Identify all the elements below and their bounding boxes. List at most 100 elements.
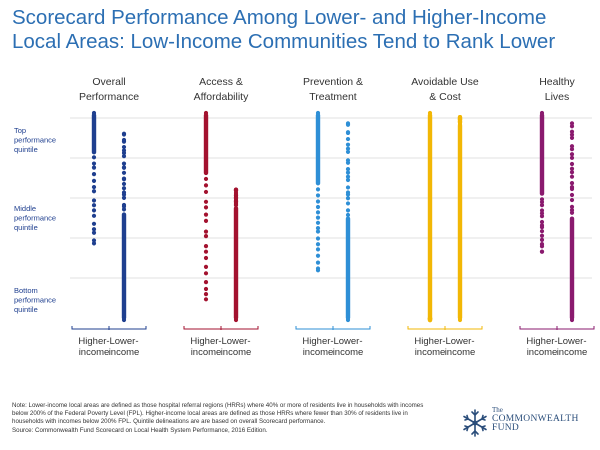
group-header-3-1: & Cost xyxy=(429,91,461,103)
point-lower-2-4 xyxy=(345,142,351,147)
point-higher-4-2 xyxy=(539,203,545,208)
logo-the: The xyxy=(492,406,503,414)
dense-band-higher-2 xyxy=(315,113,321,186)
point-lower-0-7 xyxy=(121,161,127,166)
point-higher-0-12 xyxy=(91,227,97,232)
point-higher-0-7 xyxy=(91,198,97,203)
point-higher-4-9 xyxy=(539,229,545,234)
x-label-higher-3-1: income xyxy=(415,347,446,358)
x-label-lower-0-0: Lower- xyxy=(109,336,138,347)
point-lower-2-9 xyxy=(345,167,351,172)
point-lower-min-0 xyxy=(121,131,127,136)
point-higher-0-3 xyxy=(91,172,97,177)
point-higher-2-3 xyxy=(315,204,321,210)
x-label-lower-4-0: Lower- xyxy=(557,336,586,347)
point-higher-max-0 xyxy=(91,241,97,246)
x-label-lower-1-0: Lower- xyxy=(221,336,250,347)
point-lower-2-10 xyxy=(345,170,351,175)
point-lower-4-9 xyxy=(569,166,575,171)
point-lower-0-16 xyxy=(121,192,127,197)
note-text: Note: Lower-income local areas are defin… xyxy=(12,402,424,425)
point-higher-0-2 xyxy=(91,165,97,170)
point-higher-0-11 xyxy=(91,221,97,226)
x-label-lower-0-1: income xyxy=(109,347,140,358)
point-lower-4-17 xyxy=(569,204,575,209)
point-higher-2-7 xyxy=(315,226,321,231)
point-higher-1-13 xyxy=(203,271,209,276)
point-lower-min-3 xyxy=(457,115,463,120)
point-lower-2-12 xyxy=(345,177,351,183)
point-lower-2-8 xyxy=(345,160,351,165)
group-header-4-0: Healthy xyxy=(539,76,575,88)
point-lower-0-9 xyxy=(121,165,127,170)
point-lower-0-13 xyxy=(121,181,127,187)
point-lower-4-8 xyxy=(569,161,575,167)
point-lower-2-3 xyxy=(345,136,351,142)
point-higher-min-3 xyxy=(427,110,433,116)
group-header-0-1: Performance xyxy=(79,91,139,103)
commonwealth-fund-logo: The COMMONWEALTH FUND xyxy=(462,405,592,445)
point-higher-4-1 xyxy=(539,199,545,205)
point-higher-2-10 xyxy=(315,242,321,247)
x-label-lower-4-1: income xyxy=(557,347,588,358)
y-axis-label-2-1: performance xyxy=(14,296,56,305)
y-axis-label-1-0: Middle xyxy=(14,204,36,213)
point-lower-4-3 xyxy=(569,135,575,140)
point-lower-1-19 xyxy=(233,202,239,207)
point-higher-4-5 xyxy=(539,214,545,219)
point-higher-1-14 xyxy=(203,280,209,285)
point-lower-4-12 xyxy=(569,181,575,186)
point-lower-0-5 xyxy=(121,150,127,156)
point-higher-max-1 xyxy=(203,297,209,302)
point-lower-2-19 xyxy=(345,212,351,218)
point-higher-0-0 xyxy=(91,155,97,160)
point-lower-2-6 xyxy=(345,149,351,155)
x-label-higher-2-0: Higher- xyxy=(302,336,333,347)
point-lower-2-17 xyxy=(345,201,351,206)
point-lower-2-15 xyxy=(345,192,351,197)
point-higher-0-1 xyxy=(91,161,97,166)
dense-band-lower-4 xyxy=(569,216,575,320)
point-higher-2-9 xyxy=(315,236,321,241)
y-axis-label-0-1: performance xyxy=(14,136,56,145)
group-header-1-1: Affordability xyxy=(194,91,249,103)
point-lower-max-0 xyxy=(121,317,127,323)
point-higher-1-9 xyxy=(203,243,209,249)
point-higher-4-6 xyxy=(539,219,545,225)
point-lower-0-20 xyxy=(121,207,127,212)
y-axis-label-1-2: quintile xyxy=(14,223,38,232)
point-lower-0-3 xyxy=(121,144,127,150)
point-lower-4-19 xyxy=(569,210,575,215)
logo-line-2: FUND xyxy=(492,423,520,433)
point-higher-min-2 xyxy=(315,110,321,116)
point-higher-0-10 xyxy=(91,213,97,218)
dense-band-lower-1 xyxy=(233,206,239,320)
point-lower-min-2 xyxy=(345,121,351,126)
point-higher-0-8 xyxy=(91,203,97,208)
point-lower-4-2 xyxy=(569,132,575,137)
dense-band-higher-3 xyxy=(427,113,433,320)
point-lower-4-16 xyxy=(569,197,575,203)
group-header-2-1: Treatment xyxy=(309,91,357,103)
point-higher-1-10 xyxy=(203,249,209,254)
point-lower-4-14 xyxy=(569,186,575,192)
x-label-higher-3-0: Higher- xyxy=(414,336,445,347)
point-higher-1-3 xyxy=(203,199,209,204)
point-higher-2-4 xyxy=(315,210,321,215)
point-higher-2-8 xyxy=(315,229,321,234)
point-higher-max-3 xyxy=(427,317,433,323)
dense-band-lower-3 xyxy=(457,123,463,320)
group-header-0-0: Overall xyxy=(92,76,125,88)
point-lower-4-11 xyxy=(569,174,575,179)
point-higher-2-6 xyxy=(315,220,321,225)
point-higher-1-12 xyxy=(203,264,209,269)
x-label-lower-2-1: income xyxy=(333,347,364,358)
point-lower-4-10 xyxy=(569,170,575,175)
x-label-lower-2-0: Lower- xyxy=(333,336,362,347)
x-label-lower-3-1: income xyxy=(445,347,476,358)
point-higher-4-8 xyxy=(539,225,545,230)
dot-plot: TopperformancequintileMiddleperformanceq… xyxy=(14,76,595,358)
point-lower-0-14 xyxy=(121,186,127,191)
point-lower-2-13 xyxy=(345,185,351,190)
point-lower-min-1 xyxy=(233,187,239,192)
